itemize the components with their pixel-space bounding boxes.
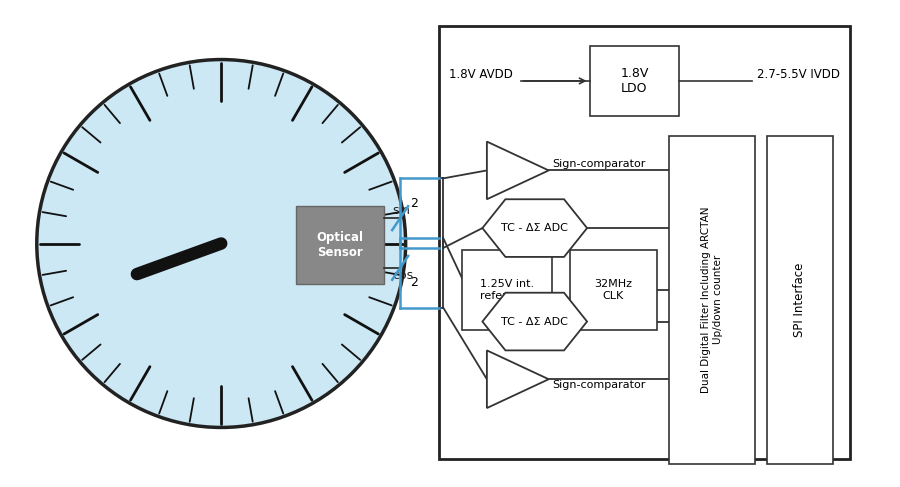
Text: 32MHz
CLK: 32MHz CLK [595, 279, 633, 300]
Text: TC - ΔΣ ADC: TC - ΔΣ ADC [501, 317, 568, 327]
Text: sin: sin [392, 204, 410, 217]
Bar [570, 250, 657, 330]
Text: cos: cos [392, 269, 413, 282]
Text: 2.7-5.5V IVDD: 2.7-5.5V IVDD [757, 68, 841, 81]
Text: TC - ΔΣ ADC: TC - ΔΣ ADC [501, 223, 568, 233]
Text: Optical
Sensor: Optical Sensor [317, 231, 364, 259]
Bar [462, 250, 552, 330]
Polygon shape [487, 142, 549, 199]
Text: 1.8V AVDD: 1.8V AVDD [449, 68, 513, 81]
Text: 2: 2 [410, 276, 418, 289]
Text: 1.25V int.
reference: 1.25V int. reference [480, 279, 534, 300]
Text: 2: 2 [410, 197, 418, 210]
Bar [767, 135, 832, 464]
Text: 1.8V
LDO: 1.8V LDO [620, 67, 649, 95]
Text: Sign-comparator: Sign-comparator [553, 380, 646, 390]
Polygon shape [482, 293, 587, 350]
Bar [439, 26, 850, 459]
Bar [296, 206, 384, 284]
Bar [670, 135, 755, 464]
Polygon shape [482, 199, 587, 257]
Polygon shape [487, 350, 549, 408]
Ellipse shape [37, 59, 406, 428]
Text: SPI Interface: SPI Interface [794, 262, 806, 337]
Bar [590, 46, 680, 116]
Text: Sign-comparator: Sign-comparator [553, 159, 646, 169]
Text: Dual Digital Filter Including ARCTAN
Up/down counter: Dual Digital Filter Including ARCTAN Up/… [701, 206, 723, 393]
